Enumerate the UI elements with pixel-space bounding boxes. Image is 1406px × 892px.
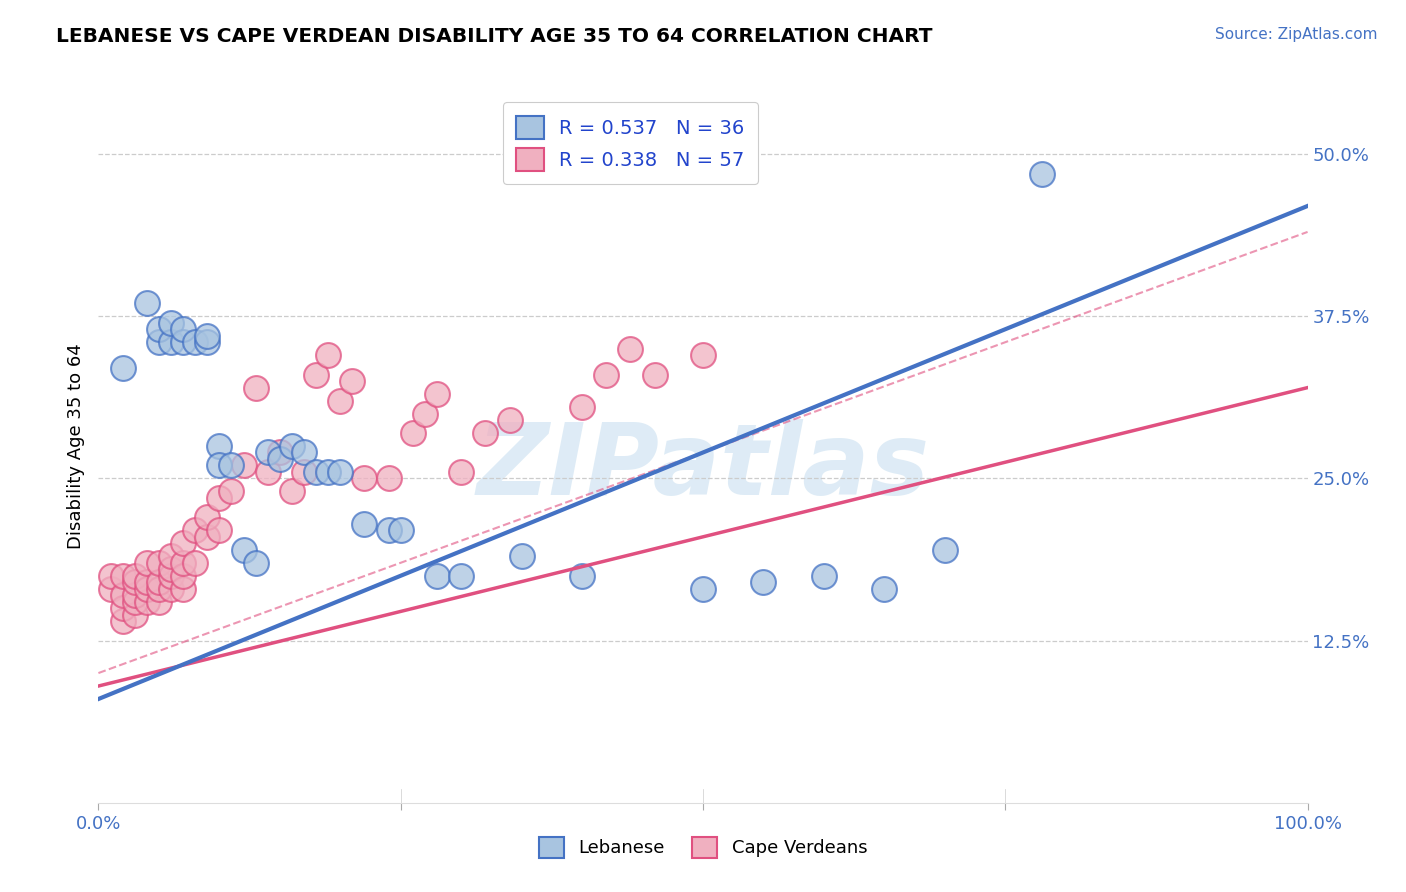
- Point: [329, 465, 352, 479]
- Point: [208, 524, 231, 538]
- Point: [353, 516, 375, 531]
- Point: [172, 568, 194, 582]
- Point: [160, 549, 183, 564]
- Point: [644, 368, 666, 382]
- Point: [426, 387, 449, 401]
- Point: [195, 335, 218, 350]
- Point: [232, 458, 254, 473]
- Point: [934, 542, 956, 557]
- Point: [111, 614, 134, 628]
- Point: [498, 413, 520, 427]
- Point: [124, 568, 146, 582]
- Point: [160, 562, 183, 576]
- Point: [269, 452, 291, 467]
- Point: [100, 582, 122, 596]
- Point: [292, 445, 315, 459]
- Point: [232, 542, 254, 557]
- Point: [172, 335, 194, 350]
- Point: [245, 556, 267, 570]
- Point: [124, 588, 146, 602]
- Point: [692, 582, 714, 596]
- Text: Source: ZipAtlas.com: Source: ZipAtlas.com: [1215, 27, 1378, 42]
- Point: [184, 524, 207, 538]
- Point: [111, 601, 134, 615]
- Point: [135, 582, 157, 596]
- Point: [813, 568, 835, 582]
- Text: LEBANESE VS CAPE VERDEAN DISABILITY AGE 35 TO 64 CORRELATION CHART: LEBANESE VS CAPE VERDEAN DISABILITY AGE …: [56, 27, 932, 45]
- Point: [256, 465, 278, 479]
- Point: [221, 458, 243, 473]
- Point: [135, 296, 157, 310]
- Point: [135, 556, 157, 570]
- Point: [111, 588, 134, 602]
- Point: [124, 595, 146, 609]
- Point: [595, 368, 617, 382]
- Point: [148, 335, 170, 350]
- Point: [124, 607, 146, 622]
- Point: [1031, 167, 1053, 181]
- Point: [184, 335, 207, 350]
- Legend: Lebanese, Cape Verdeans: Lebanese, Cape Verdeans: [531, 830, 875, 865]
- Point: [353, 471, 375, 485]
- Point: [124, 575, 146, 590]
- Point: [329, 393, 352, 408]
- Text: ZIPatlas: ZIPatlas: [477, 419, 929, 516]
- Point: [342, 374, 364, 388]
- Point: [316, 465, 339, 479]
- Point: [111, 568, 134, 582]
- Point: [571, 568, 593, 582]
- Point: [135, 595, 157, 609]
- Point: [172, 582, 194, 596]
- Point: [692, 348, 714, 362]
- Point: [111, 361, 134, 376]
- Point: [148, 575, 170, 590]
- Point: [377, 471, 399, 485]
- Point: [208, 491, 231, 505]
- Point: [100, 568, 122, 582]
- Point: [184, 556, 207, 570]
- Point: [752, 575, 775, 590]
- Point: [172, 536, 194, 550]
- Y-axis label: Disability Age 35 to 64: Disability Age 35 to 64: [66, 343, 84, 549]
- Point: [377, 524, 399, 538]
- Point: [413, 407, 436, 421]
- Point: [208, 439, 231, 453]
- Point: [160, 316, 183, 330]
- Point: [195, 510, 218, 524]
- Point: [160, 568, 183, 582]
- Point: [281, 484, 304, 499]
- Point: [450, 568, 472, 582]
- Point: [195, 328, 218, 343]
- Point: [245, 381, 267, 395]
- Point: [221, 484, 243, 499]
- Point: [208, 458, 231, 473]
- Point: [148, 595, 170, 609]
- Point: [172, 322, 194, 336]
- Point: [292, 465, 315, 479]
- Point: [160, 335, 183, 350]
- Point: [402, 425, 425, 440]
- Point: [148, 322, 170, 336]
- Point: [269, 445, 291, 459]
- Point: [510, 549, 533, 564]
- Point: [619, 342, 641, 356]
- Point: [160, 582, 183, 596]
- Point: [135, 575, 157, 590]
- Point: [389, 524, 412, 538]
- Legend: R = 0.537   N = 36, R = 0.338   N = 57: R = 0.537 N = 36, R = 0.338 N = 57: [503, 103, 758, 185]
- Point: [426, 568, 449, 582]
- Point: [873, 582, 896, 596]
- Point: [305, 465, 328, 479]
- Point: [148, 556, 170, 570]
- Point: [571, 400, 593, 414]
- Point: [195, 530, 218, 544]
- Point: [450, 465, 472, 479]
- Point: [474, 425, 496, 440]
- Point: [256, 445, 278, 459]
- Point: [148, 582, 170, 596]
- Point: [305, 368, 328, 382]
- Point: [172, 556, 194, 570]
- Point: [316, 348, 339, 362]
- Point: [281, 439, 304, 453]
